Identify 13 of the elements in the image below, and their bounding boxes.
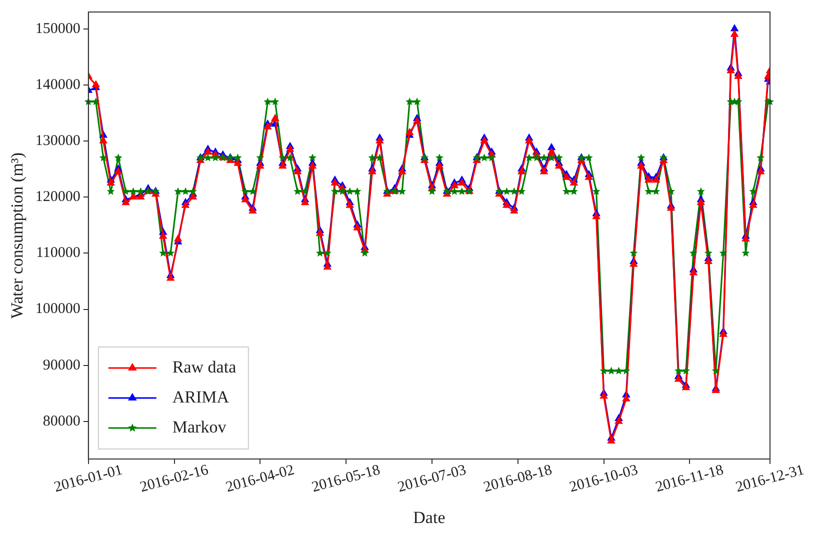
y-tick-label: 80000 bbox=[42, 413, 80, 430]
y-tick-label: 140000 bbox=[35, 76, 80, 93]
y-tick-label: 90000 bbox=[42, 357, 80, 374]
y-tick-label: 100000 bbox=[35, 301, 80, 318]
y-tick-label: 120000 bbox=[35, 189, 80, 206]
x-axis-title: Date bbox=[413, 508, 446, 527]
legend-label: Markov bbox=[172, 417, 227, 436]
y-tick-label: 150000 bbox=[35, 20, 80, 37]
y-tick-label: 110000 bbox=[36, 245, 80, 262]
legend-label: ARIMA bbox=[172, 387, 230, 406]
y-axis-title: Water consumption (m³) bbox=[8, 152, 27, 319]
legend-label: Raw data bbox=[172, 357, 237, 376]
y-tick-label: 130000 bbox=[35, 132, 80, 149]
